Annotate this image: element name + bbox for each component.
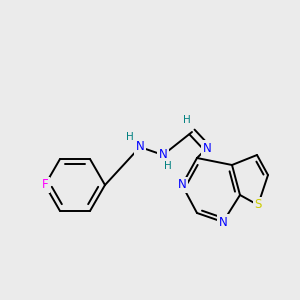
Text: F: F xyxy=(42,178,48,191)
Text: H: H xyxy=(183,115,191,125)
Text: N: N xyxy=(136,140,144,154)
Text: H: H xyxy=(126,132,134,142)
Text: F: F xyxy=(42,178,48,191)
Text: S: S xyxy=(254,199,262,212)
Text: N: N xyxy=(159,148,167,161)
Text: N: N xyxy=(202,142,211,154)
Text: H: H xyxy=(164,161,172,171)
Text: N: N xyxy=(219,215,227,229)
Text: N: N xyxy=(178,178,186,191)
